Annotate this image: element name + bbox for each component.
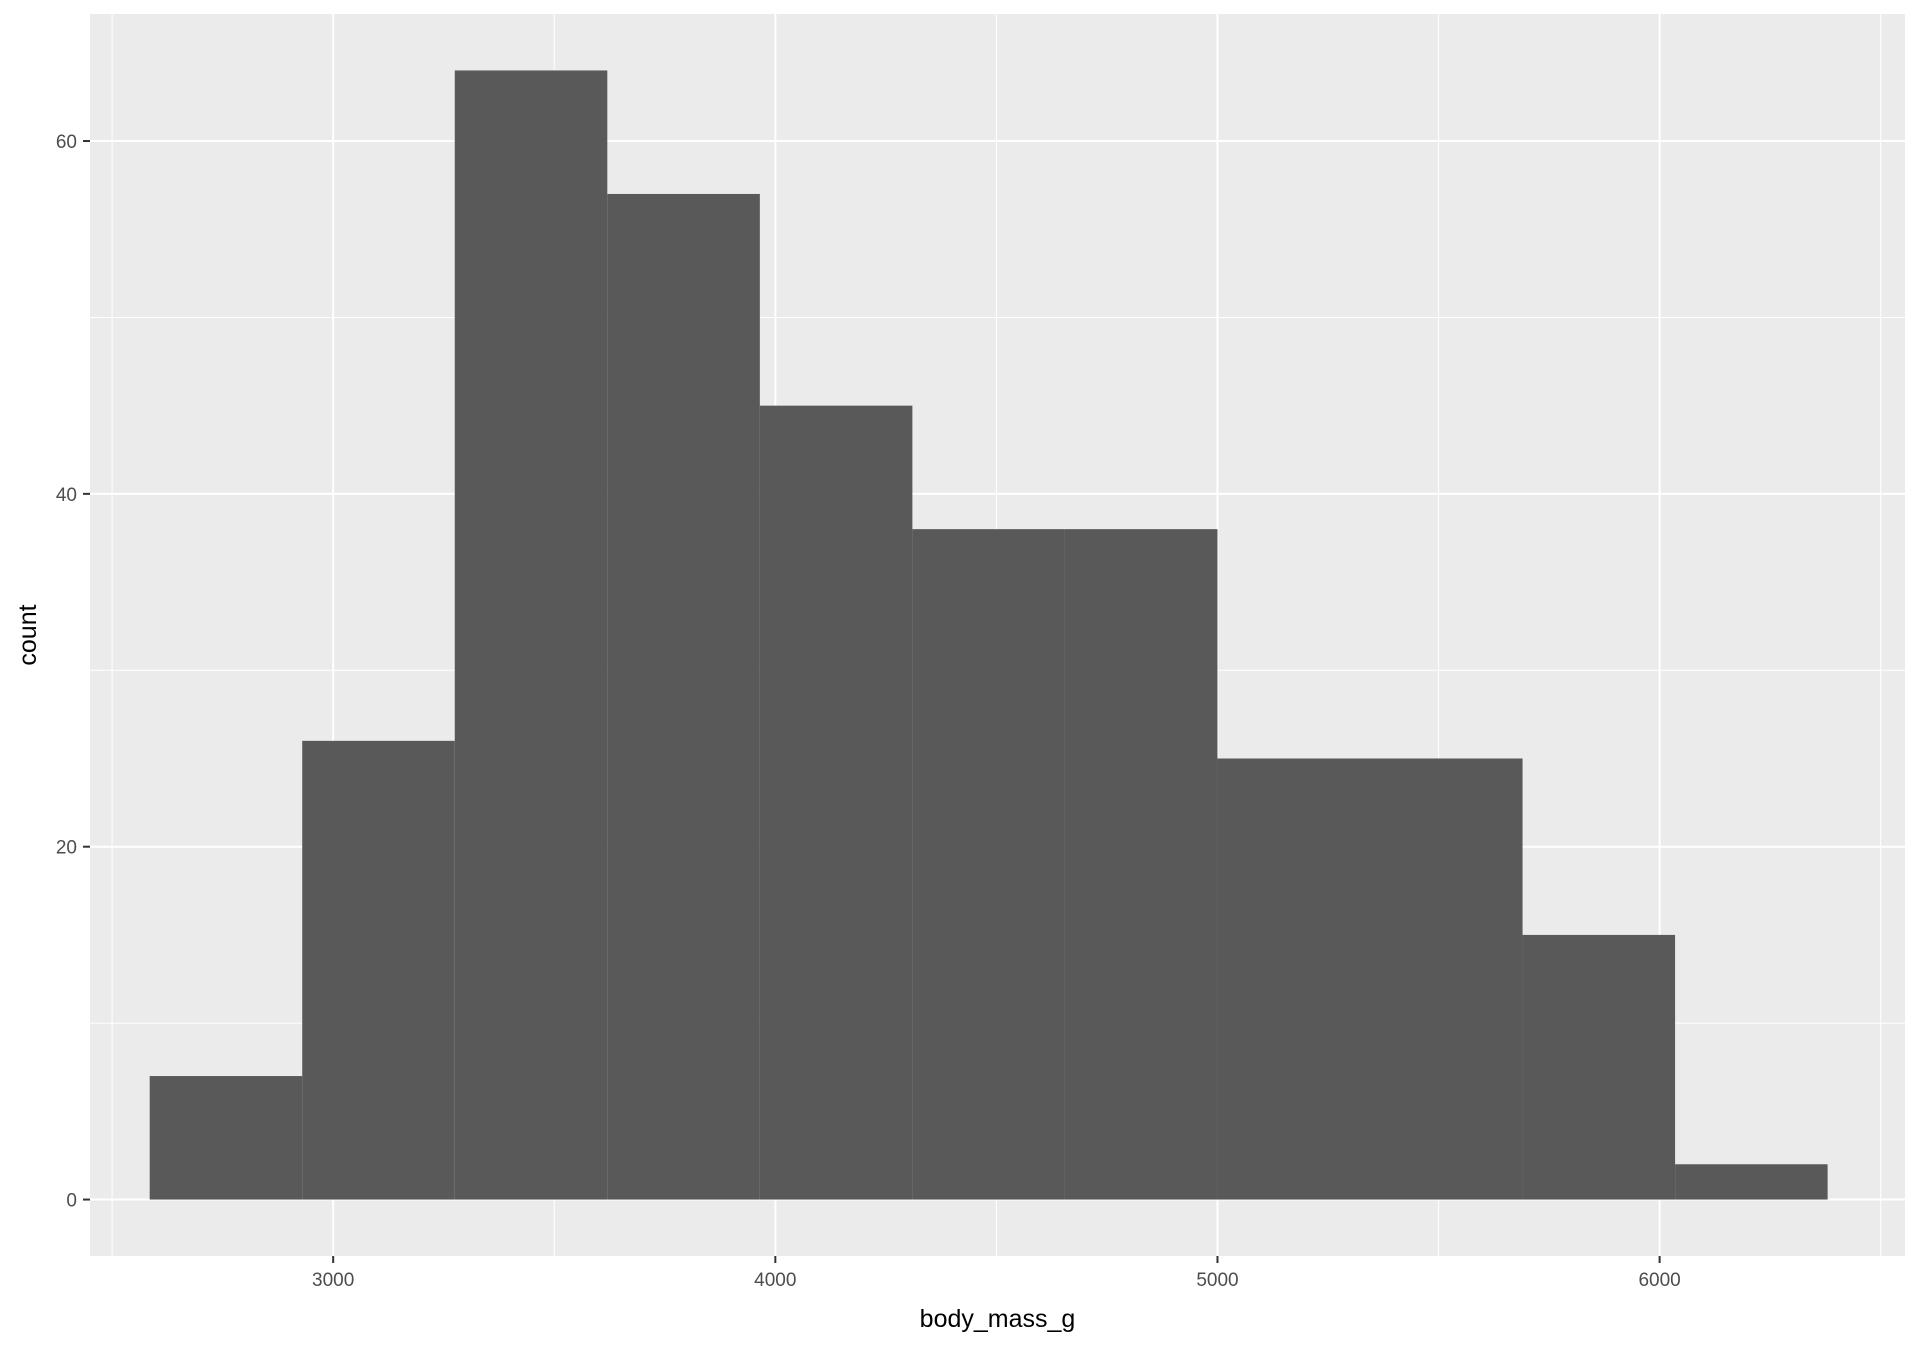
histogram-bars <box>149 70 1828 1200</box>
y-tick-label: 20 <box>56 838 77 859</box>
histogram-bar <box>759 405 913 1200</box>
y-axis: 0 20 40 60 <box>56 132 90 1212</box>
x-tick-label: 3000 <box>312 1270 354 1291</box>
histogram-bar <box>1675 1164 1828 1200</box>
y-tick-label: 40 <box>56 485 77 506</box>
x-axis: 3000 4000 5000 6000 <box>312 1256 1681 1291</box>
y-axis-title: count <box>14 604 42 665</box>
x-axis-title: body_mass_g <box>920 1305 1076 1333</box>
histogram-bar <box>1370 758 1523 1200</box>
histogram-bar <box>912 529 1065 1200</box>
x-tick-label: 6000 <box>1638 1270 1680 1291</box>
histogram-bar <box>1217 758 1371 1200</box>
histogram-bar <box>1064 529 1218 1200</box>
histogram-bar <box>607 193 760 1200</box>
histogram-bar <box>454 70 608 1200</box>
histogram-bar <box>302 740 455 1200</box>
y-tick-label: 60 <box>56 132 77 153</box>
y-tick-label: 0 <box>66 1191 77 1212</box>
histogram-bar <box>149 1076 303 1200</box>
histogram-bar <box>1522 934 1676 1200</box>
x-tick-label: 5000 <box>1196 1270 1238 1291</box>
x-tick-label: 4000 <box>754 1270 796 1291</box>
